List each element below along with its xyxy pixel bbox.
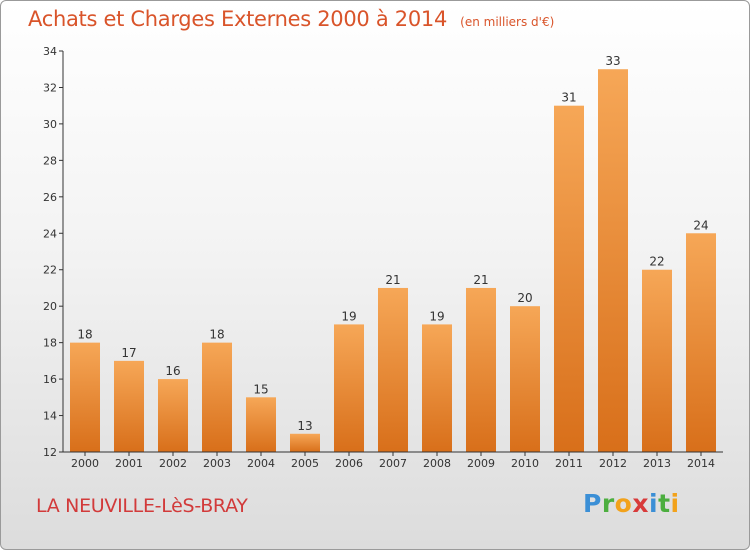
- data-label-2013: 22: [649, 255, 664, 269]
- y-tick-label-16: 16: [43, 373, 57, 386]
- logo-letter: o: [614, 489, 633, 518]
- y-tick-label-34: 34: [43, 45, 57, 58]
- data-label-2012: 33: [605, 54, 620, 68]
- x-tick-label-2001: 2001: [115, 457, 143, 470]
- bar-2013: [642, 269, 672, 452]
- y-tick-label-28: 28: [43, 154, 57, 167]
- proxiti-logo: Proxiti: [583, 489, 680, 518]
- x-tick-label-2006: 2006: [335, 457, 363, 470]
- logo-letter: r: [601, 489, 615, 518]
- data-label-2001: 17: [121, 346, 136, 360]
- logo-letter: i: [670, 489, 680, 518]
- y-tick-label-32: 32: [43, 81, 57, 94]
- bar-2002: [158, 379, 188, 452]
- bar-2012: [598, 69, 628, 453]
- logo-letter: P: [583, 489, 602, 518]
- data-label-2000: 18: [77, 328, 92, 342]
- data-label-2004: 15: [253, 382, 268, 396]
- logo-letter: x: [632, 489, 649, 518]
- bar-2005: [290, 433, 320, 452]
- chart-title: Achats et Charges Externes 2000 à 2014: [28, 7, 448, 31]
- chart-unit: (en milliers d'€): [460, 15, 555, 29]
- x-tick-label-2003: 2003: [203, 457, 231, 470]
- bar-2008: [422, 324, 452, 452]
- bar-2007: [378, 287, 408, 452]
- data-label-2010: 20: [517, 291, 532, 305]
- data-label-2006: 19: [341, 309, 356, 323]
- x-tick-label-2008: 2008: [423, 457, 451, 470]
- bar-2011: [554, 105, 584, 452]
- y-tick-label-20: 20: [43, 300, 57, 313]
- bar-2014: [686, 233, 716, 452]
- data-label-2007: 21: [385, 273, 400, 287]
- x-tick-label-2005: 2005: [291, 457, 319, 470]
- x-tick-label-2010: 2010: [511, 457, 539, 470]
- y-tick-label-24: 24: [43, 227, 57, 240]
- chart-title-row: Achats et Charges Externes 2000 à 2014 (…: [28, 7, 554, 31]
- x-tick-label-2013: 2013: [643, 457, 671, 470]
- y-tick-label-22: 22: [43, 264, 57, 277]
- x-tick-label-2014: 2014: [687, 457, 715, 470]
- x-tick-label-2011: 2011: [555, 457, 583, 470]
- y-tick-label-26: 26: [43, 191, 57, 204]
- x-tick-label-2012: 2012: [599, 457, 627, 470]
- data-label-2002: 16: [165, 364, 180, 378]
- commune-name: LA NEUVILLE-LèS-BRAY: [36, 495, 248, 517]
- x-tick-label-2002: 2002: [159, 457, 187, 470]
- data-label-2009: 21: [473, 273, 488, 287]
- data-label-2011: 31: [561, 91, 576, 105]
- bar-2010: [510, 306, 540, 452]
- x-tick-label-2000: 2000: [71, 457, 99, 470]
- data-label-2008: 19: [429, 309, 444, 323]
- bar-2004: [246, 397, 276, 452]
- bar-2009: [466, 287, 496, 452]
- logo-letter: i: [649, 489, 659, 518]
- bar-2006: [334, 324, 364, 452]
- data-label-2003: 18: [209, 328, 224, 342]
- x-tick-label-2004: 2004: [247, 457, 275, 470]
- y-tick-label-18: 18: [43, 337, 57, 350]
- x-tick-label-2007: 2007: [379, 457, 407, 470]
- logo-letter: t: [658, 489, 671, 518]
- y-tick-label-14: 14: [43, 410, 57, 423]
- data-label-2014: 24: [693, 218, 708, 232]
- y-tick-label-12: 12: [43, 446, 57, 459]
- bar-2000: [70, 342, 100, 452]
- bar-2003: [202, 342, 232, 452]
- x-tick-label-2009: 2009: [467, 457, 495, 470]
- bar-2001: [114, 360, 144, 452]
- y-tick-label-30: 30: [43, 118, 57, 131]
- data-label-2005: 13: [297, 419, 312, 433]
